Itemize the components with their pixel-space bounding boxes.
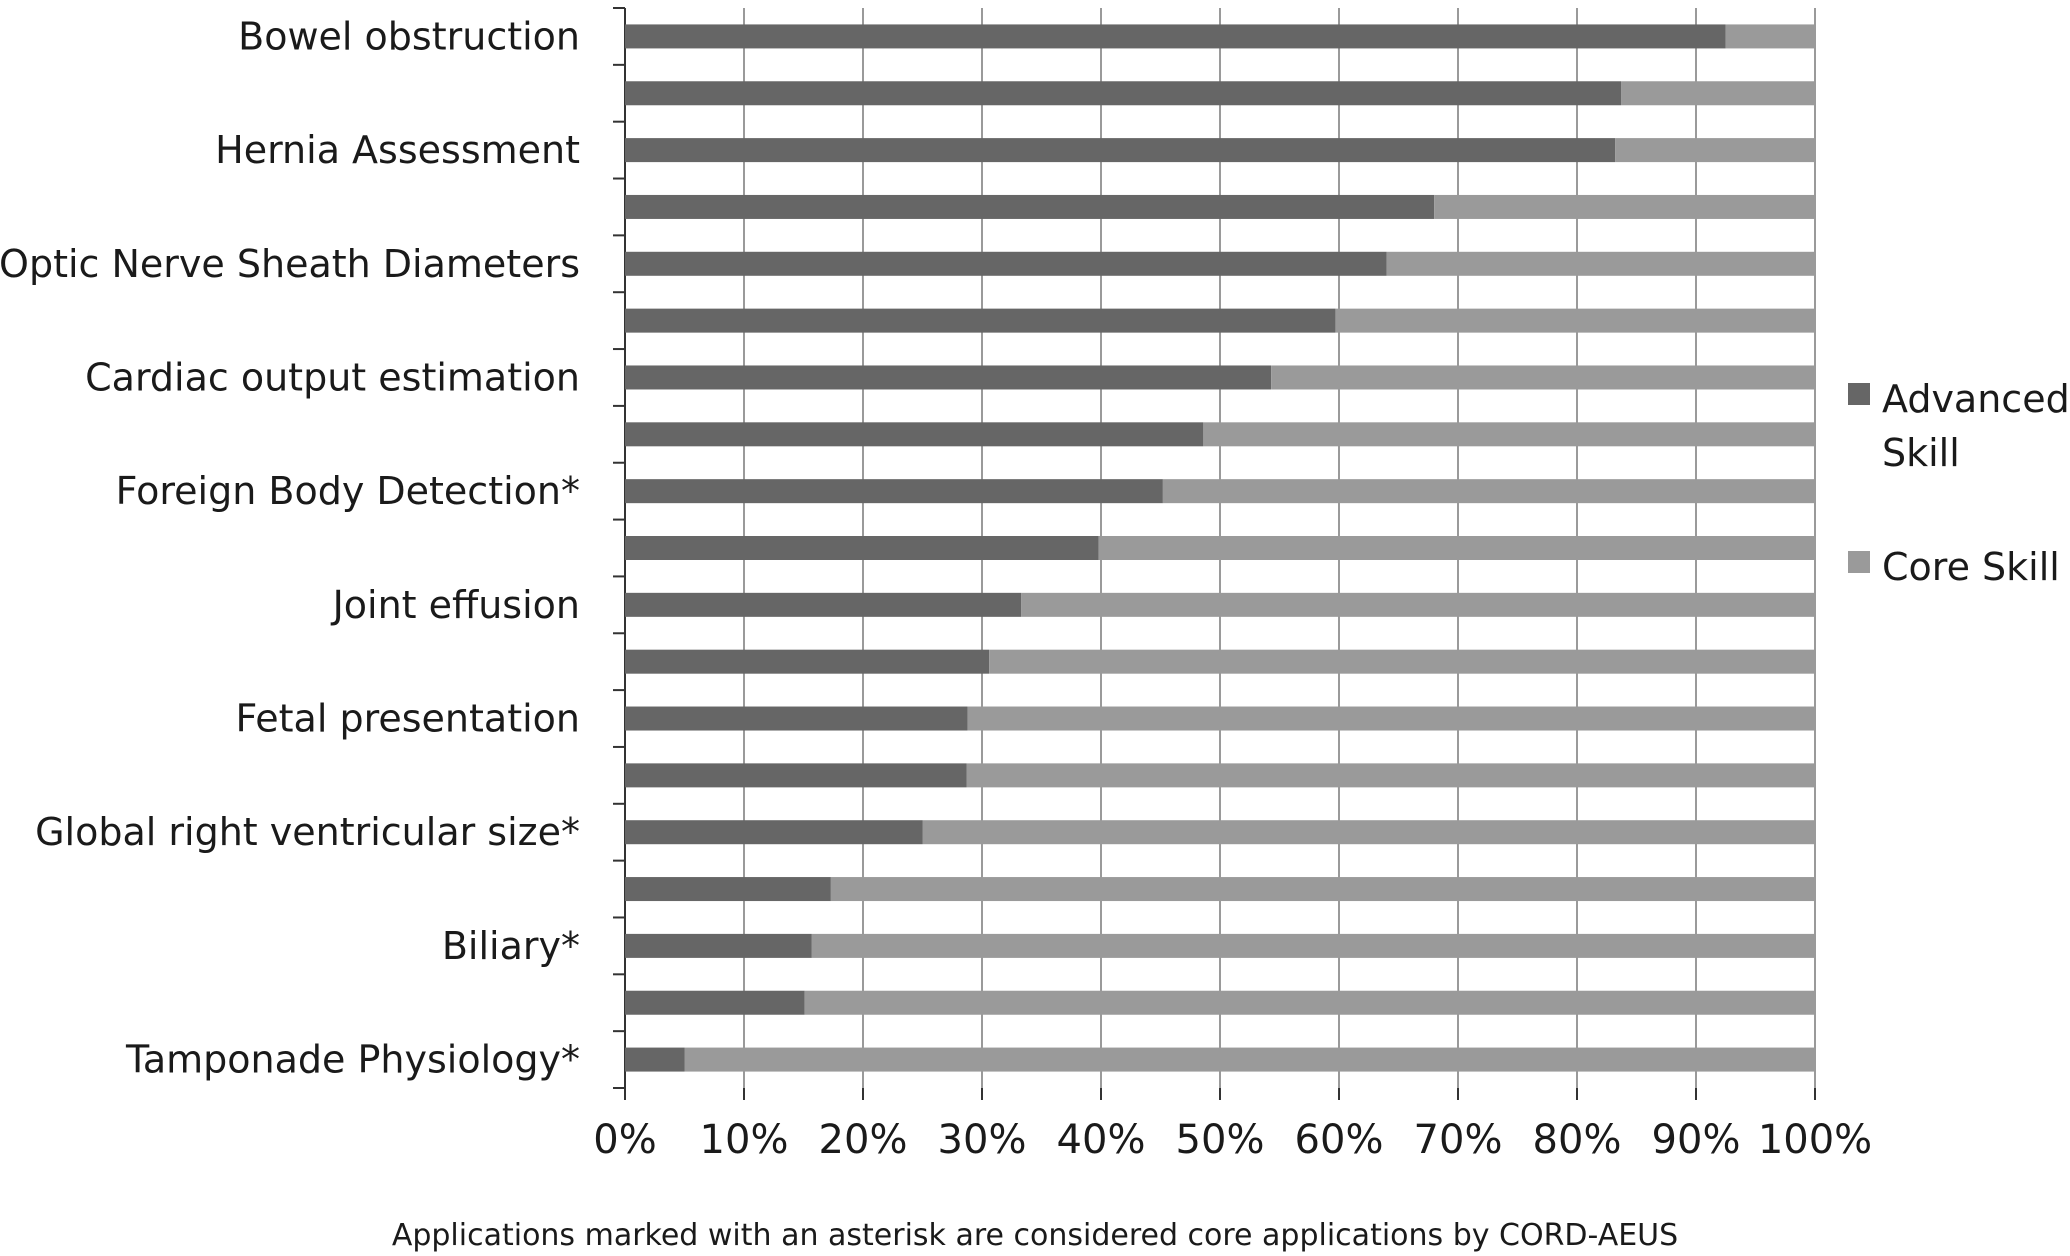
bar-advanced-skill <box>625 365 1272 390</box>
bar-core-skill <box>1386 251 1815 276</box>
x-tick-label: 100% <box>1758 1117 1872 1163</box>
category-label: Optic Nerve Sheath Diameters <box>0 242 580 286</box>
x-tick-label: 60% <box>1295 1117 1384 1163</box>
bar-advanced-skill <box>625 933 812 958</box>
bar-advanced-skill <box>625 706 968 731</box>
bar-advanced-skill <box>625 24 1726 49</box>
legend-label: Advanced <box>1882 377 2070 421</box>
category-label: Tamponade Physiology* <box>125 1038 580 1082</box>
bar-core-skill <box>804 990 1815 1015</box>
bar-advanced-skill <box>625 536 1099 560</box>
bar-core-skill <box>684 1047 1815 1072</box>
bar-core-skill <box>922 820 1815 845</box>
x-tick-label: 70% <box>1414 1117 1503 1163</box>
category-label: Joint effusion <box>331 583 580 627</box>
category-label: Biliary* <box>442 924 580 968</box>
x-tick-label: 40% <box>1057 1117 1146 1163</box>
x-tick-label: 20% <box>819 1117 908 1163</box>
bar-advanced-skill <box>625 138 1616 163</box>
bar-advanced-skill <box>625 763 967 788</box>
x-tick-label: 0% <box>593 1117 656 1163</box>
category-label: Fetal presentation <box>235 697 580 741</box>
bar-advanced-skill <box>625 592 1022 617</box>
bar-core-skill <box>966 763 1815 788</box>
x-tick-label: 10% <box>700 1117 789 1163</box>
bar-advanced-skill <box>625 820 923 845</box>
x-tick-label: 50% <box>1176 1117 1265 1163</box>
bar-advanced-skill <box>625 990 805 1015</box>
bar-advanced-skill <box>625 422 1204 447</box>
x-tick-label: 80% <box>1533 1117 1622 1163</box>
legend-swatch <box>1848 383 1870 405</box>
x-tick-label: 90% <box>1652 1117 1741 1163</box>
bar-advanced-skill <box>625 251 1387 276</box>
bar-core-skill <box>830 877 1815 902</box>
category-label: Bowel obstruction <box>238 14 580 58</box>
bar-core-skill <box>1021 592 1815 617</box>
bar-core-skill <box>1203 422 1815 447</box>
bar-core-skill <box>811 933 1815 958</box>
bar-core-skill <box>1271 365 1815 390</box>
legend-label: Core Skill <box>1882 545 2060 589</box>
chart-svg: 0% 10% 20% 30% 40% 50% 60% 70% 80% 90% 100% Bowel o… <box>0 7 2070 1163</box>
bar-core-skill <box>1621 81 1815 106</box>
category-label: Foreign Body Detection* <box>116 469 580 513</box>
category-label: Hernia Assessment <box>215 128 580 172</box>
bar-advanced-skill <box>625 649 990 674</box>
bar-advanced-skill <box>625 1047 685 1072</box>
bar-core-skill <box>1725 24 1815 49</box>
bar-core-skill <box>1162 479 1815 504</box>
bar-core-skill <box>989 649 1815 674</box>
category-label: Global right ventricular size* <box>35 810 580 854</box>
bar-advanced-skill <box>625 81 1622 106</box>
bar-advanced-skill <box>625 877 831 902</box>
bar-advanced-skill <box>625 308 1336 333</box>
bar-core-skill <box>1434 194 1815 219</box>
legend-swatch <box>1848 551 1870 573</box>
bar-core-skill <box>967 706 1815 731</box>
bar-advanced-skill <box>625 479 1163 504</box>
bar-core-skill <box>1615 138 1815 163</box>
bar-advanced-skill <box>625 194 1435 219</box>
x-tick-label: 30% <box>938 1117 1027 1163</box>
bar-core-skill <box>1335 308 1815 333</box>
legend-label-line2: Skill <box>1882 431 1960 475</box>
footnote: Applications marked with an asterisk are… <box>391 1218 1679 1253</box>
category-label: Cardiac output estimation <box>85 355 580 399</box>
bar-core-skill <box>1098 536 1815 560</box>
